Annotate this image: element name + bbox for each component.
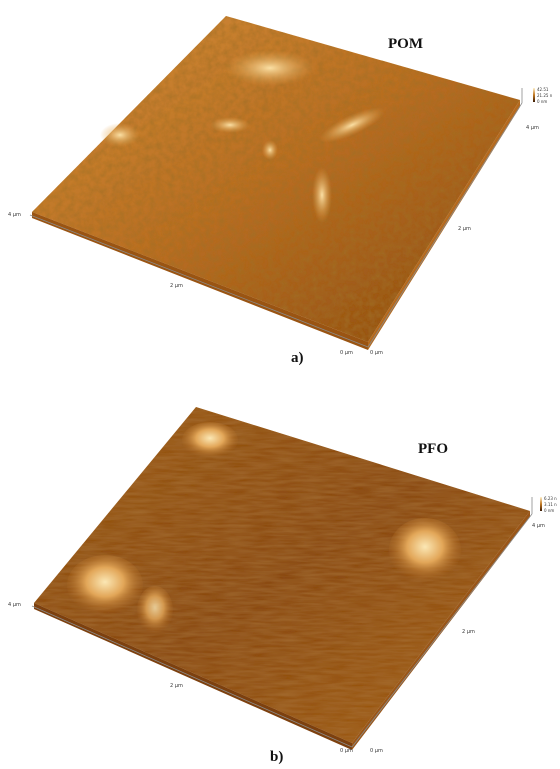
caption-a: a) xyxy=(291,350,304,366)
afm-surface-pfo xyxy=(31,407,533,750)
scale-a-max: 42.51 xyxy=(537,87,549,92)
afm-surface-pom xyxy=(29,16,523,350)
height-scale-bar-a xyxy=(533,88,535,102)
tick-a-right-y: 2 µm xyxy=(458,226,471,232)
scale-a-min: 0 nm xyxy=(537,99,548,104)
tick-b-right-end: 0 µm xyxy=(370,748,383,754)
panel-b: PFO b) 4 µm 2 µm 0 µm 2 µm 0 µm 4 µm 6.2… xyxy=(0,385,560,769)
sample-label-pom: POM xyxy=(388,36,423,52)
tick-b-front: 0 µm xyxy=(340,748,353,754)
tick-b-mid-x: 2 µm xyxy=(170,683,183,689)
scale-b-mid: 3.11 n xyxy=(544,502,557,507)
sample-label-pfo: PFO xyxy=(418,441,448,457)
tick-a-front: 0 µm xyxy=(340,350,353,356)
tick-b-right-y: 2 µm xyxy=(462,629,475,635)
tick-a-back: 4 µm xyxy=(526,125,539,131)
tick-a-mid-x: 2 µm xyxy=(170,283,183,289)
tick-a-left-x: 4 µm xyxy=(8,212,21,218)
scale-a-mid: 21.25 n xyxy=(537,93,553,98)
tick-b-left-x: 4 µm xyxy=(8,602,21,608)
height-scale-bar-b xyxy=(540,497,542,511)
scale-b-max: 6.23 n xyxy=(544,496,557,501)
scale-b-min: 0 nm xyxy=(544,508,555,513)
caption-b: b) xyxy=(270,749,284,765)
tick-b-back: 4 µm xyxy=(532,523,545,529)
panel-a: POM a) 4 µm 2 µm 0 µm 2 µm 0 µm 4 µm 42.… xyxy=(8,16,553,366)
tick-a-right-end: 0 µm xyxy=(370,350,383,356)
